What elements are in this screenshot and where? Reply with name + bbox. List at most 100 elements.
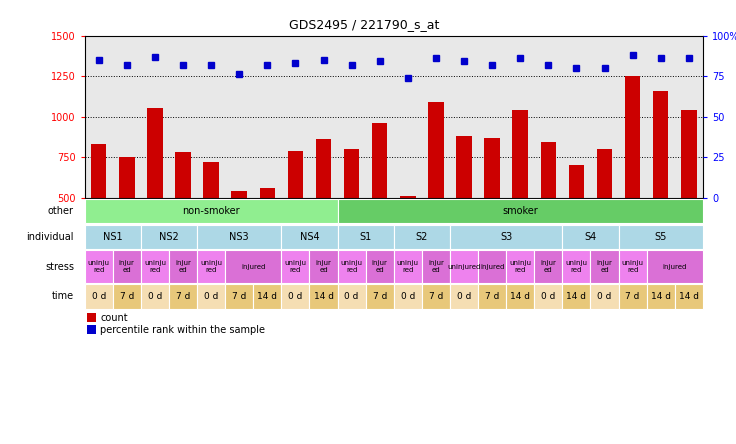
- Text: uninju
red: uninju red: [397, 260, 419, 273]
- Bar: [590, 250, 618, 283]
- Bar: [231, 191, 247, 198]
- Bar: [450, 225, 562, 249]
- Text: 14 d: 14 d: [314, 292, 333, 301]
- Bar: [338, 250, 366, 283]
- Text: uninju
red: uninju red: [284, 260, 306, 273]
- Bar: [169, 284, 197, 309]
- Text: NS2: NS2: [159, 232, 179, 242]
- Bar: [366, 250, 394, 283]
- Text: 7 d: 7 d: [372, 292, 387, 301]
- Bar: [85, 250, 113, 283]
- Text: NS1: NS1: [103, 232, 123, 242]
- Text: uninju
red: uninju red: [622, 260, 643, 273]
- Text: injur
ed: injur ed: [372, 260, 388, 273]
- Bar: [428, 102, 444, 198]
- Bar: [534, 250, 562, 283]
- Bar: [141, 250, 169, 283]
- Text: 7 d: 7 d: [232, 292, 247, 301]
- Bar: [225, 250, 281, 283]
- Bar: [372, 123, 387, 198]
- Text: count: count: [100, 313, 128, 323]
- Text: injur
ed: injur ed: [175, 260, 191, 273]
- Bar: [597, 149, 612, 198]
- Bar: [113, 284, 141, 309]
- Text: 0 d: 0 d: [598, 292, 612, 301]
- Bar: [281, 225, 338, 249]
- Bar: [85, 225, 141, 249]
- Bar: [309, 250, 338, 283]
- Text: 14 d: 14 d: [258, 292, 277, 301]
- Text: smoker: smoker: [503, 206, 538, 216]
- Text: GDS2495 / 221790_s_at: GDS2495 / 221790_s_at: [289, 18, 439, 31]
- Text: NS4: NS4: [300, 232, 319, 242]
- Text: individual: individual: [26, 232, 74, 242]
- Text: uninju
red: uninju red: [341, 260, 363, 273]
- Text: 14 d: 14 d: [510, 292, 530, 301]
- Bar: [141, 284, 169, 309]
- Bar: [85, 199, 338, 223]
- Bar: [394, 250, 422, 283]
- Bar: [288, 151, 303, 198]
- Bar: [618, 250, 647, 283]
- Text: uninju
red: uninju red: [88, 260, 110, 273]
- Bar: [450, 250, 478, 283]
- Bar: [590, 284, 618, 309]
- Text: 0 d: 0 d: [457, 292, 471, 301]
- Text: non-smoker: non-smoker: [183, 206, 240, 216]
- Bar: [141, 225, 197, 249]
- Text: uninju
red: uninju red: [565, 260, 587, 273]
- Bar: [512, 110, 528, 198]
- Text: 14 d: 14 d: [679, 292, 698, 301]
- Text: 7 d: 7 d: [429, 292, 443, 301]
- Text: uninju
red: uninju red: [144, 260, 166, 273]
- Bar: [169, 250, 197, 283]
- Bar: [316, 139, 331, 198]
- Bar: [394, 284, 422, 309]
- Bar: [647, 284, 675, 309]
- Text: uninju
red: uninju red: [509, 260, 531, 273]
- Text: 14 d: 14 d: [567, 292, 587, 301]
- Bar: [197, 250, 225, 283]
- Bar: [456, 136, 472, 198]
- Text: uninjured: uninjured: [447, 264, 481, 270]
- Bar: [422, 284, 450, 309]
- Bar: [534, 284, 562, 309]
- Bar: [197, 225, 281, 249]
- Text: S3: S3: [500, 232, 512, 242]
- Text: other: other: [48, 206, 74, 216]
- Text: 14 d: 14 d: [651, 292, 670, 301]
- Text: uninju
red: uninju red: [200, 260, 222, 273]
- Bar: [113, 250, 141, 283]
- Bar: [225, 284, 253, 309]
- Bar: [484, 138, 500, 198]
- Text: injur
ed: injur ed: [540, 260, 556, 273]
- Text: S2: S2: [416, 232, 428, 242]
- Bar: [450, 284, 478, 309]
- Bar: [281, 250, 309, 283]
- Text: injur
ed: injur ed: [428, 260, 444, 273]
- Bar: [681, 110, 696, 198]
- Bar: [338, 284, 366, 309]
- Text: time: time: [52, 291, 74, 301]
- Text: 0 d: 0 d: [148, 292, 162, 301]
- Bar: [309, 284, 338, 309]
- Text: S4: S4: [584, 232, 597, 242]
- Bar: [625, 76, 640, 198]
- Text: stress: stress: [45, 262, 74, 272]
- Bar: [506, 250, 534, 283]
- Bar: [344, 149, 359, 198]
- Bar: [281, 284, 309, 309]
- Text: 7 d: 7 d: [626, 292, 640, 301]
- Bar: [422, 250, 450, 283]
- Bar: [197, 284, 225, 309]
- Bar: [88, 313, 96, 322]
- Text: 0 d: 0 d: [204, 292, 219, 301]
- Text: injur
ed: injur ed: [118, 260, 135, 273]
- Text: S1: S1: [359, 232, 372, 242]
- Text: injur
ed: injur ed: [316, 260, 331, 273]
- Text: injured: injured: [480, 264, 504, 270]
- Bar: [394, 225, 450, 249]
- Bar: [562, 284, 590, 309]
- Bar: [400, 196, 416, 198]
- Text: percentile rank within the sample: percentile rank within the sample: [100, 325, 265, 335]
